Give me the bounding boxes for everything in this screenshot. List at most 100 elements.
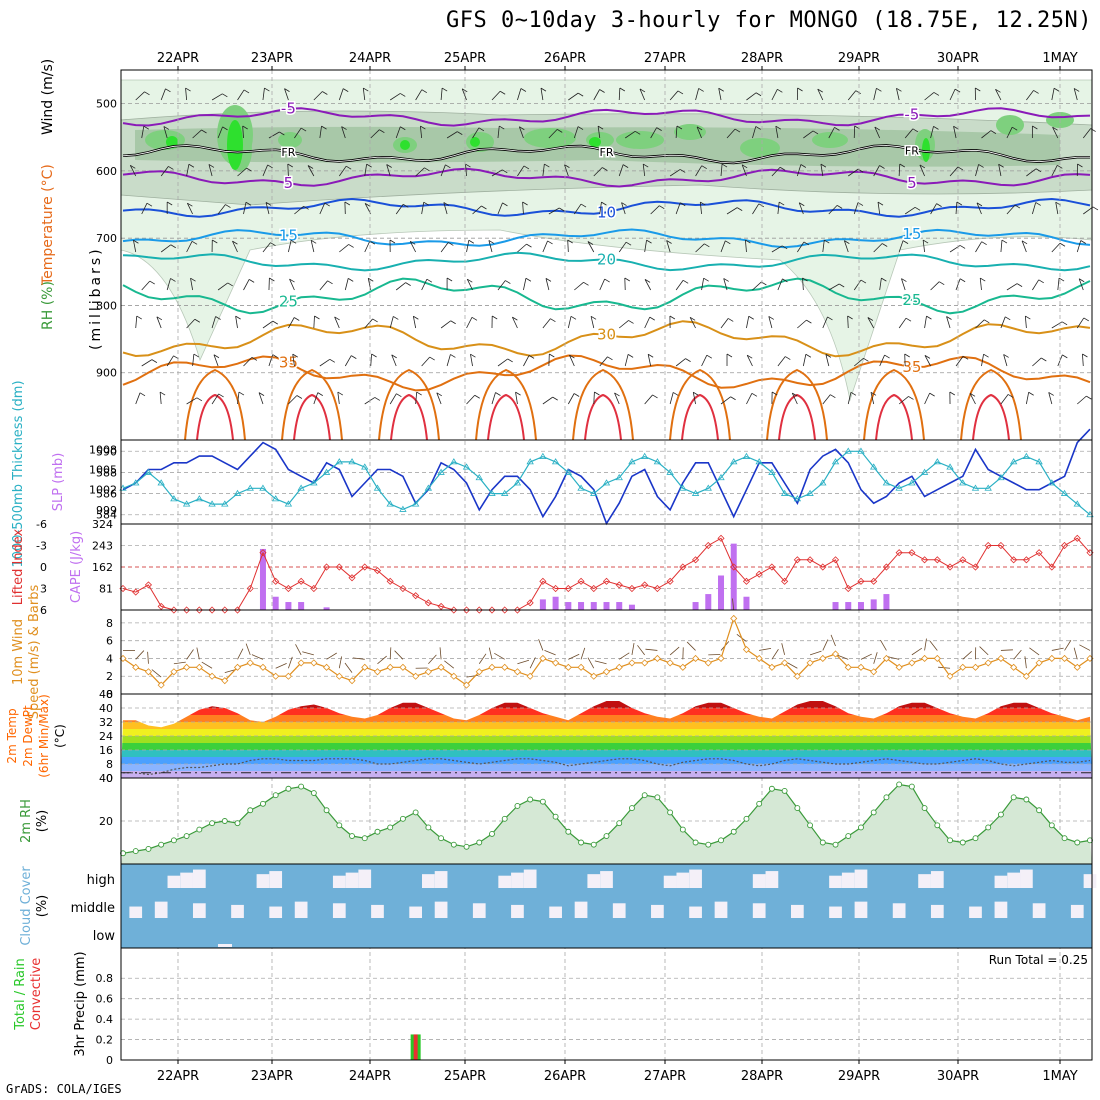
wind-speed-marker xyxy=(297,659,305,667)
wind-barb-flag xyxy=(264,87,270,92)
thickness-marker xyxy=(704,484,712,491)
upper-panel-frame xyxy=(120,69,1093,441)
wind-barb-flag xyxy=(481,205,487,210)
lifted-index-marker xyxy=(284,584,292,593)
wind-barb xyxy=(820,164,824,177)
wind-barb xyxy=(568,92,579,101)
wind-barb-flag xyxy=(962,355,969,360)
rh-shade-saturated xyxy=(400,140,410,150)
wind-barb xyxy=(847,392,852,405)
wind-barb xyxy=(364,318,373,329)
wind-barb-flag xyxy=(287,163,293,168)
cloud-middle-bar xyxy=(129,906,143,918)
wind-barb xyxy=(159,392,162,405)
wind-barb-flag xyxy=(491,315,498,320)
wind-barb-flag xyxy=(1073,88,1080,92)
lifted-index-marker xyxy=(704,541,712,550)
thickness-marker xyxy=(831,458,840,465)
wind-barb-10m xyxy=(619,652,630,660)
wind-barb xyxy=(639,88,646,101)
wind-barb-flag xyxy=(344,201,351,206)
wind-barb xyxy=(644,316,651,329)
date-label-top: 22APR xyxy=(157,51,199,66)
wind-barb-flag xyxy=(310,239,317,244)
cape-tick-label: 81 xyxy=(99,583,113,596)
wind-speed-marker xyxy=(1010,663,1018,671)
wind-barb xyxy=(695,88,700,101)
cloud-high-bar xyxy=(1083,874,1097,888)
wind-barb xyxy=(825,354,830,367)
wind-barb-flag xyxy=(1048,392,1054,396)
wind-barb xyxy=(141,280,151,291)
wind-barb xyxy=(853,279,862,291)
wind-barb xyxy=(955,202,958,215)
wind-barb-10m xyxy=(377,655,387,665)
wind-barb-flag xyxy=(193,353,200,358)
temperature-label: Temperature (°C) xyxy=(40,164,56,286)
wind-barb-flag xyxy=(775,125,782,130)
date-label-top: 29APR xyxy=(838,51,880,66)
wind-barb-flag xyxy=(673,392,679,396)
lifted-index-marker xyxy=(577,577,585,585)
li-side-label: Lifted Index xyxy=(11,528,26,605)
wind-barb xyxy=(512,316,518,329)
thickness-marker xyxy=(513,479,522,486)
thickness-marker xyxy=(869,463,878,470)
wind-speed-marker xyxy=(704,659,712,667)
wind-barb xyxy=(975,164,979,177)
wind-barb-flag xyxy=(364,203,371,207)
thickness-marker xyxy=(946,463,954,470)
wind-barb xyxy=(720,164,723,177)
wind-barb-10m xyxy=(1013,649,1022,660)
wind-barb xyxy=(364,164,368,177)
lifted-index-marker xyxy=(1035,549,1043,557)
wind-barb xyxy=(262,88,265,101)
wind-barb xyxy=(1032,357,1042,367)
wind-barb xyxy=(1051,165,1058,177)
wind-barb-flag xyxy=(755,92,762,97)
wind-barb xyxy=(415,392,418,405)
wind-barb-flag xyxy=(188,163,195,168)
wind-barb-flag xyxy=(924,355,931,359)
wind-barb xyxy=(488,240,493,253)
wind-barb xyxy=(166,278,171,291)
wind-speed-marker xyxy=(424,668,432,676)
cloud-middle-bar xyxy=(994,901,1008,918)
wind-speed-marker xyxy=(717,654,725,663)
lifted-index-marker xyxy=(946,563,954,571)
wind-barb xyxy=(294,127,302,139)
wind-barb xyxy=(873,88,877,101)
wind-barb-flag xyxy=(867,317,874,321)
wind-barb xyxy=(621,202,626,215)
wind-barb-flag xyxy=(884,354,890,359)
wind-barb xyxy=(771,245,783,253)
wind-barb xyxy=(465,164,467,177)
wind-barb-flag xyxy=(607,356,613,361)
wind-barb-10m xyxy=(645,648,658,651)
lifted-index-marker xyxy=(399,584,407,593)
wind-barb-flag xyxy=(549,353,555,358)
lifted-index-marker xyxy=(1022,556,1030,564)
wind-barb xyxy=(186,318,196,329)
wind-barb-flag xyxy=(1082,353,1088,358)
wind-barb-flag xyxy=(627,354,634,358)
temperature-contour-hottest xyxy=(681,393,719,441)
lifted-index-marker xyxy=(361,563,369,571)
thickness-marker xyxy=(182,500,191,507)
lifted-index-marker xyxy=(412,592,420,600)
rh-shade-moist xyxy=(524,128,576,148)
wind-barb xyxy=(822,394,831,405)
cloud-high-bar xyxy=(498,875,512,888)
wind-barb-10m xyxy=(637,645,645,656)
y-tick-label: 700 xyxy=(96,232,117,245)
rh-marker xyxy=(298,783,305,790)
wind-barb xyxy=(135,91,145,101)
rh-marker xyxy=(170,837,177,844)
thickness-marker xyxy=(691,489,700,496)
panel-side-label: (%) xyxy=(35,895,50,918)
wind-barb-flag xyxy=(604,278,610,283)
wind-barb-10m xyxy=(1073,647,1078,660)
y-tick-label-left: 584 xyxy=(96,509,117,522)
wind-barb-flag xyxy=(984,319,990,324)
wind-barb xyxy=(741,164,747,177)
